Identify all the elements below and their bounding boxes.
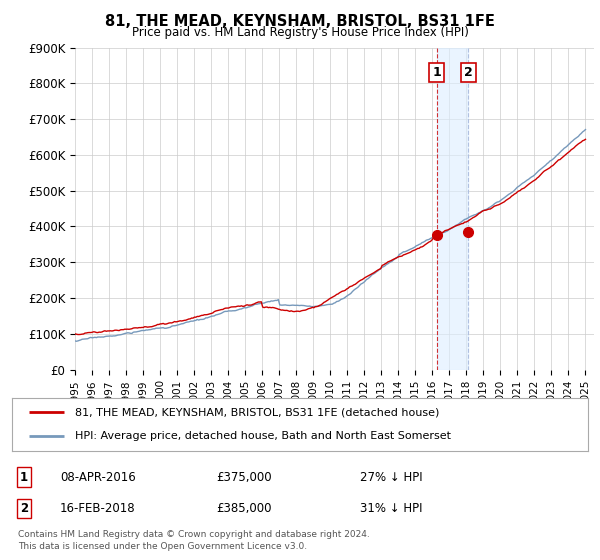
Text: 81, THE MEAD, KEYNSHAM, BRISTOL, BS31 1FE: 81, THE MEAD, KEYNSHAM, BRISTOL, BS31 1F…	[105, 14, 495, 29]
Text: This data is licensed under the Open Government Licence v3.0.: This data is licensed under the Open Gov…	[18, 542, 307, 551]
Text: 1: 1	[433, 66, 442, 79]
Text: 27% ↓ HPI: 27% ↓ HPI	[360, 470, 422, 484]
Text: Price paid vs. HM Land Registry's House Price Index (HPI): Price paid vs. HM Land Registry's House …	[131, 26, 469, 39]
Text: Contains HM Land Registry data © Crown copyright and database right 2024.: Contains HM Land Registry data © Crown c…	[18, 530, 370, 539]
Text: 2: 2	[464, 66, 473, 79]
Text: £375,000: £375,000	[216, 470, 272, 484]
Bar	[437, 48, 469, 370]
Text: HPI: Average price, detached house, Bath and North East Somerset: HPI: Average price, detached house, Bath…	[76, 431, 451, 441]
Text: 31% ↓ HPI: 31% ↓ HPI	[360, 502, 422, 515]
Text: 16-FEB-2018: 16-FEB-2018	[60, 502, 136, 515]
Text: 1: 1	[20, 470, 28, 484]
Text: 08-APR-2016: 08-APR-2016	[60, 470, 136, 484]
Text: 81, THE MEAD, KEYNSHAM, BRISTOL, BS31 1FE (detached house): 81, THE MEAD, KEYNSHAM, BRISTOL, BS31 1F…	[76, 408, 440, 418]
Text: 2: 2	[20, 502, 28, 515]
Text: £385,000: £385,000	[216, 502, 271, 515]
